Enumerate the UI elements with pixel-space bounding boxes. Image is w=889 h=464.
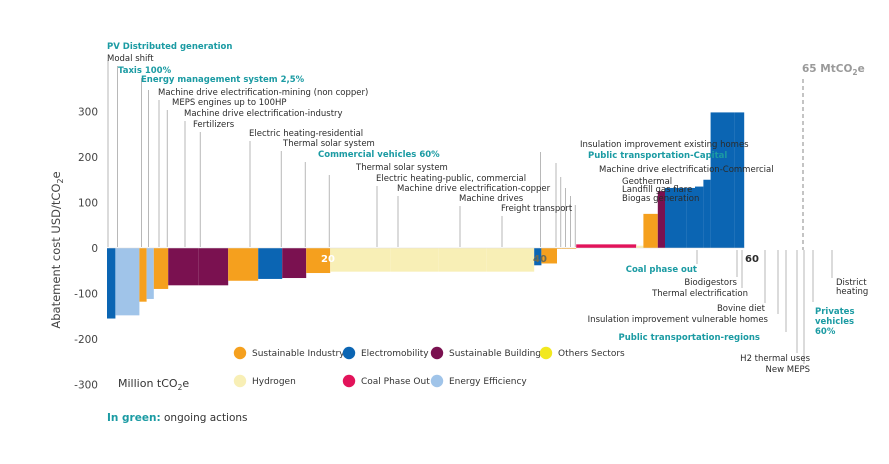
label-bar-27: Insulation improvement vulnerable homes — [588, 315, 769, 325]
label-bar-15: Machine drives — [459, 194, 524, 204]
bar-8 — [198, 248, 229, 286]
label-bar-26: Bovine diet — [717, 304, 766, 314]
legend-label-others: Others Sectors — [558, 349, 625, 359]
legend-swatch-efficiency — [430, 374, 444, 388]
label-bar-8: Fertilizers — [193, 120, 235, 130]
label-bar-14: Machine drive electrification-copper — [397, 184, 551, 194]
bar-14 — [390, 248, 439, 272]
label-bar-17: Insulation improvement existing homes — [580, 140, 749, 150]
bar-23 — [576, 244, 637, 248]
y-tick-label: 100 — [78, 198, 98, 210]
label-bar-24: Biodigestors — [684, 278, 737, 288]
bar-29 — [695, 186, 704, 248]
label-bar-4: Energy management system 2,5% — [141, 75, 305, 85]
label-bar-25: Thermal electrification — [651, 289, 748, 299]
bar-19 — [557, 248, 562, 249]
bar-10 — [258, 248, 283, 279]
legend-swatch-electromobility — [342, 346, 356, 360]
footnote: In green: ongoing actions — [107, 412, 248, 424]
y-tick-label: 200 — [78, 152, 98, 164]
bar-17 — [534, 248, 542, 266]
bar-16 — [486, 248, 535, 272]
label-bar-6: MEPS engines up to 100HP — [172, 98, 287, 108]
bar-12 — [306, 248, 331, 274]
label-bar-5: Machine drive electrification-mining (no… — [158, 88, 368, 98]
bar-15 — [438, 248, 487, 272]
bar-26 — [657, 191, 665, 248]
label-bar-2: Modal shift — [107, 54, 154, 64]
labels-layer: -300 -200 -100 0 100 200 300 Abatement cost USD… — [49, 42, 868, 424]
label-bar-11: Commercial vehicles 60% — [318, 150, 440, 160]
bar-25 — [643, 213, 658, 248]
label-bar-20: Geothermal — [622, 177, 672, 187]
label-bar-22: Biogas generation — [622, 194, 699, 204]
label-bar-7: Machine drive electrification-industry — [184, 109, 343, 119]
legend-label-building: Sustainable Building — [449, 349, 541, 359]
label-bar-23: Coal phase out — [626, 265, 697, 275]
bar-27 — [665, 187, 687, 248]
bar-4 — [146, 248, 154, 299]
label-bar-9: Electric heating-residential — [249, 129, 363, 139]
bar-11 — [282, 248, 307, 279]
cumulative-label-20: 20 — [321, 254, 335, 265]
legend-swatch-others — [539, 346, 553, 360]
legend: Sustainable Industry Electromobility Susta… — [233, 346, 625, 388]
legend-swatch-coal — [342, 374, 356, 388]
cumulative-label-40: 40 — [533, 254, 547, 265]
legend-label-coal: Coal Phase Out — [361, 377, 430, 387]
legend-swatch-industry — [233, 346, 247, 360]
y-tick-label: -100 — [74, 289, 98, 301]
label-bar-32: District heating — [836, 278, 868, 297]
label-bar-30: New MEPS — [766, 365, 810, 375]
bar-24 — [636, 245, 644, 248]
bar-22 — [571, 248, 577, 249]
label-bar-1: PV Distributed generation — [107, 42, 232, 52]
bar-5 — [153, 248, 161, 289]
legend-label-industry: Sustainable Industry — [252, 349, 345, 359]
x-axis-title: Million tCO2e — [118, 377, 189, 392]
legend-label-efficiency: Energy Efficiency — [449, 377, 527, 387]
label-bar-21: Landfill gas flare — [622, 185, 692, 195]
bar-1 — [107, 248, 116, 319]
bar-30 — [703, 179, 711, 248]
bar-32 — [734, 112, 745, 248]
label-bar-19: Machine drive electrification-Commercial — [599, 165, 774, 175]
legend-swatch-building — [430, 346, 444, 360]
label-bar-13: Electric heating-public, commercial — [376, 174, 526, 184]
total-marker-label: 65 MtCO2e — [802, 63, 865, 77]
label-bar-16: Freight transport — [501, 204, 573, 214]
label-bar-29: H2 thermal uses — [740, 354, 810, 364]
label-bar-31: Privates vehicles 60% — [815, 307, 855, 337]
bar-13 — [330, 248, 391, 272]
label-bar-18: Public transportation-Capital — [588, 151, 727, 161]
y-tick-label: -300 — [74, 380, 98, 392]
bar-3 — [139, 248, 147, 302]
legend-label-hydrogen: Hydrogen — [252, 377, 296, 387]
leader-lines-layer — [107, 60, 833, 364]
y-tick-label: 0 — [91, 243, 98, 255]
bars-layer — [107, 112, 745, 319]
bar-20 — [561, 248, 567, 249]
bar-7 — [168, 248, 199, 286]
bar-6 — [161, 248, 169, 289]
bar-2 — [115, 248, 140, 316]
bar-31 — [710, 112, 735, 248]
label-bar-3: Taxis 100% — [118, 66, 172, 76]
cumulative-label-60: 60 — [745, 254, 759, 265]
y-tick-label: 300 — [78, 107, 98, 119]
bar-21 — [566, 248, 572, 249]
bar-9 — [228, 248, 259, 281]
label-bar-10: Thermal solar system — [282, 139, 375, 149]
legend-label-electromobility: Electromobility — [361, 349, 429, 359]
label-bar-28: Public transportation-regions — [618, 333, 760, 343]
bar-28 — [686, 187, 695, 248]
y-axis-title: Abatement cost USD/tCO2e — [49, 171, 65, 328]
y-tick-label: -200 — [74, 334, 98, 346]
label-bar-12: Thermal solar system — [355, 163, 448, 173]
legend-swatch-hydrogen — [233, 374, 247, 388]
bar-18 — [541, 248, 557, 264]
